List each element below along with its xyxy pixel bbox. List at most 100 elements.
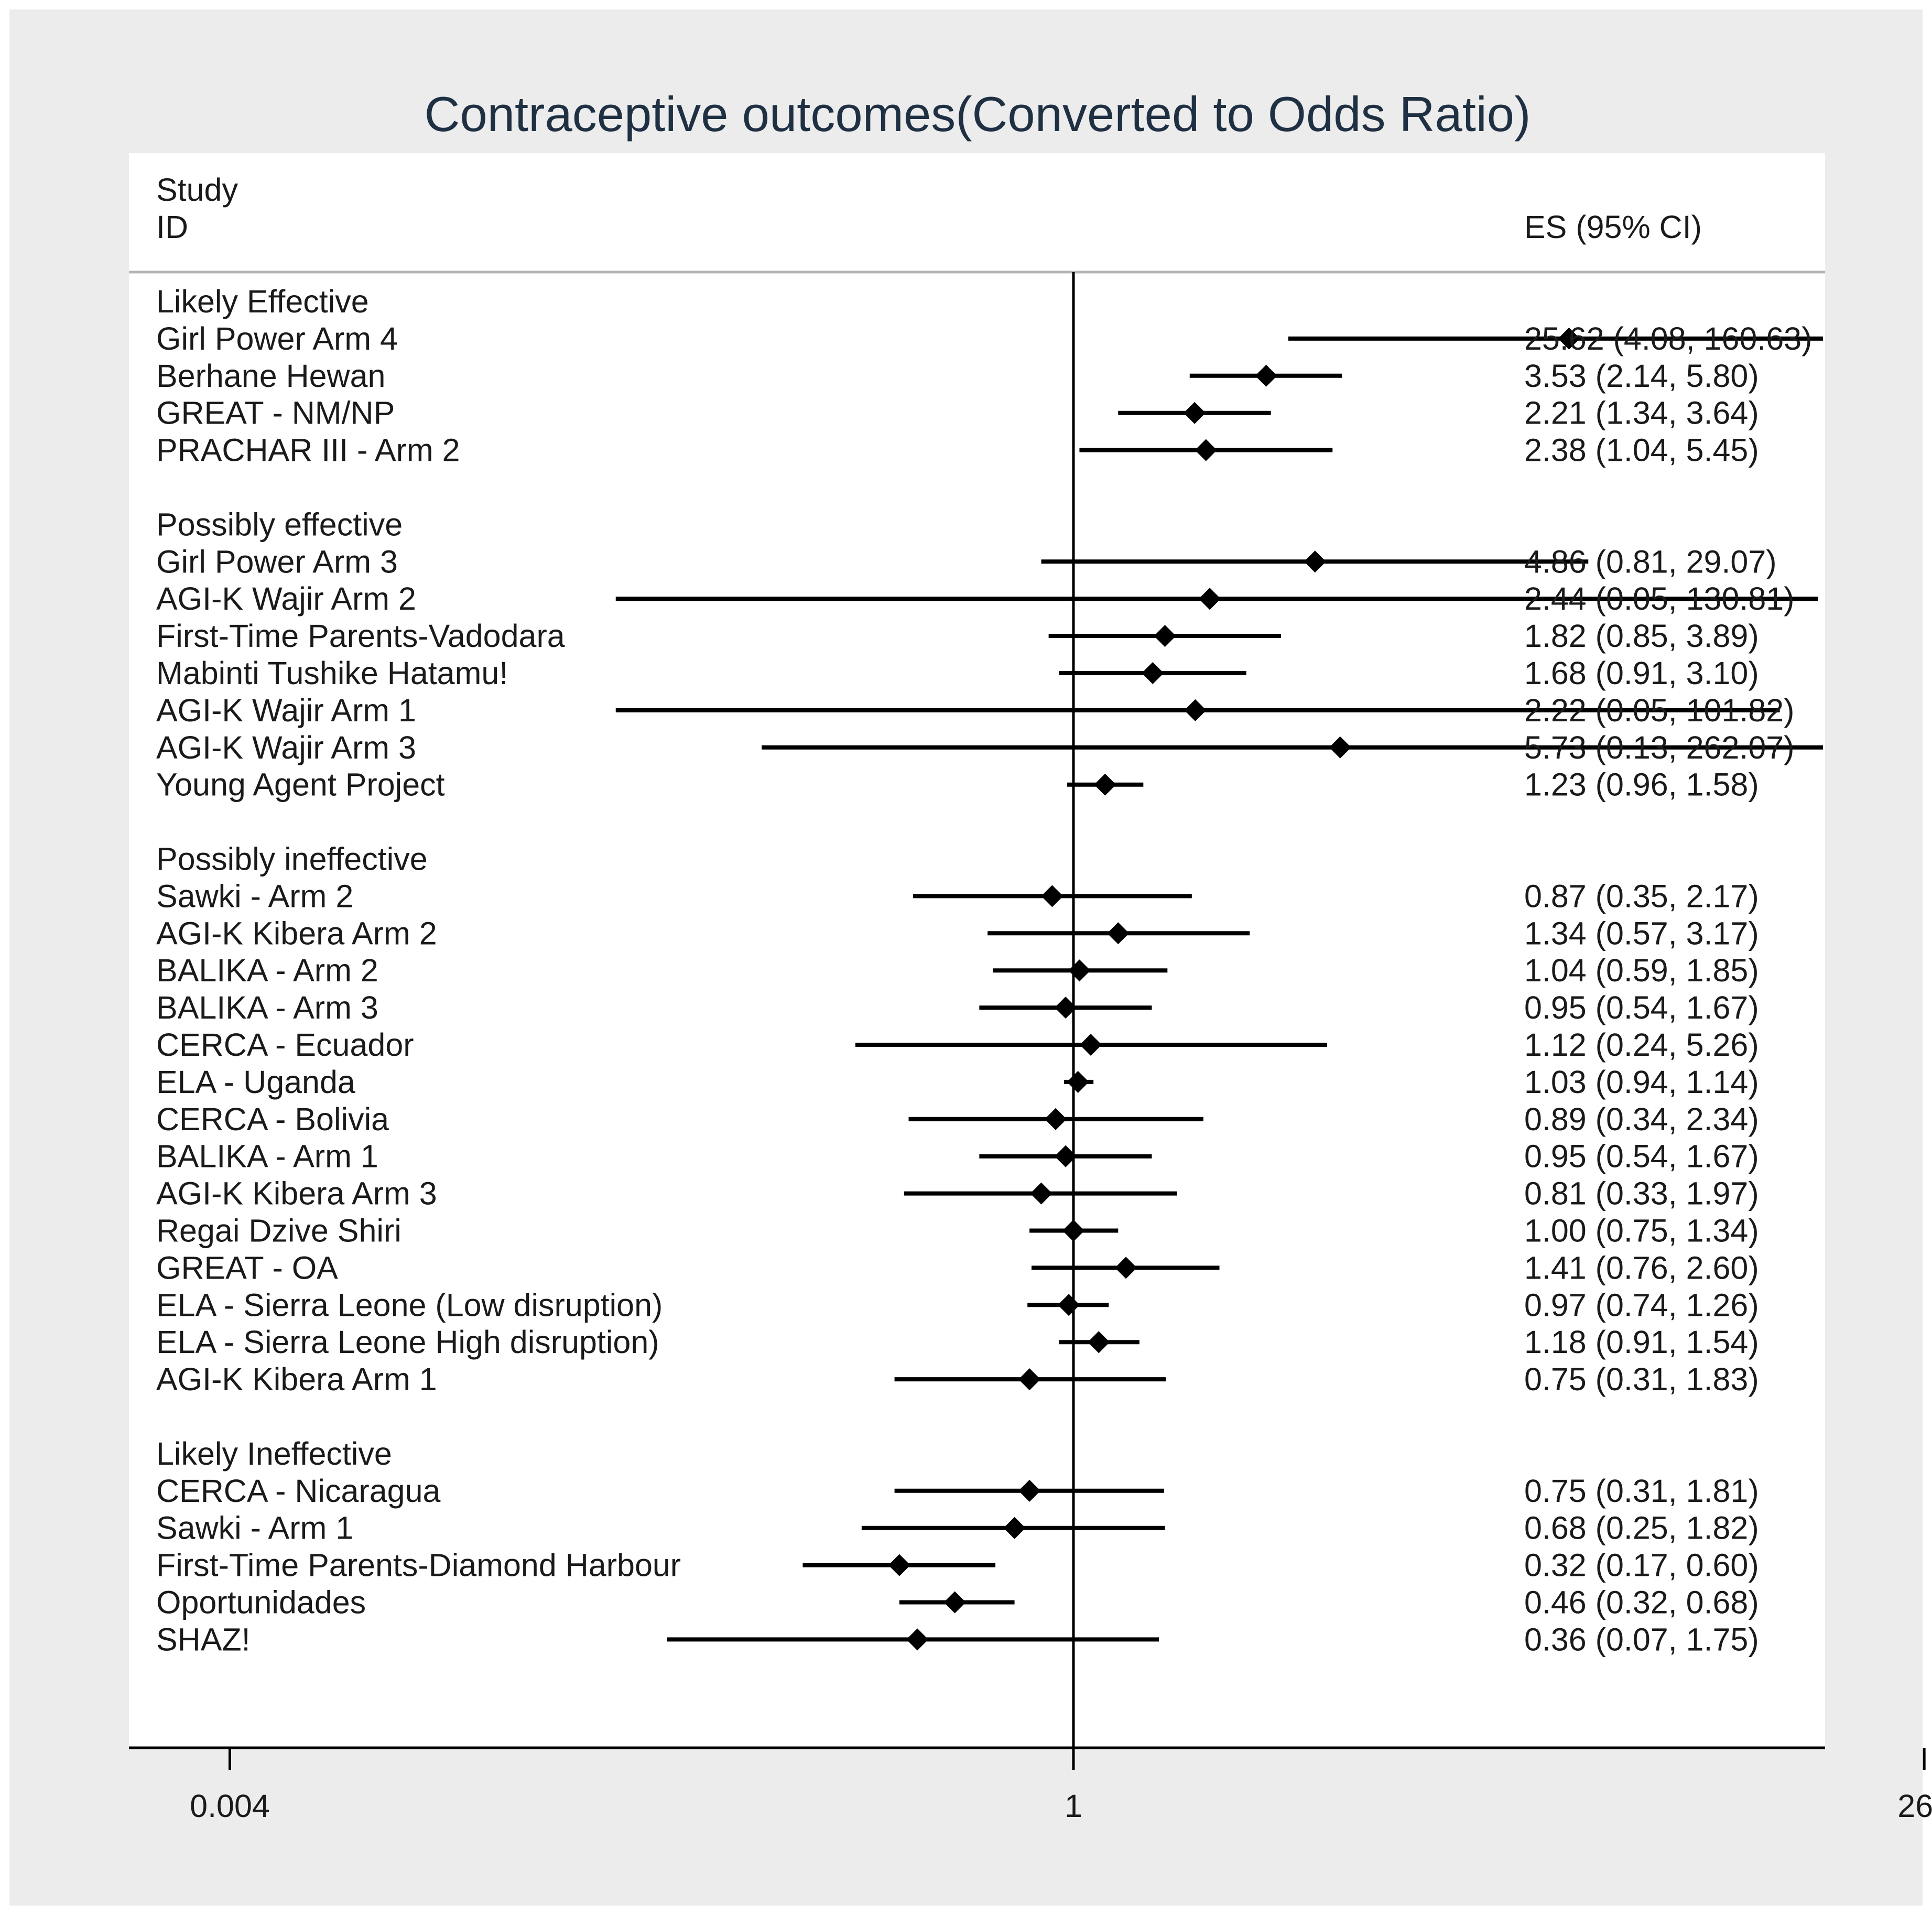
es-ci-value: 0.75 (0.31, 1.83) (1524, 1361, 1759, 1397)
study-label: CERCA - Ecuador (156, 1027, 414, 1063)
header-study: Study (156, 172, 238, 208)
effect-point (1080, 1034, 1102, 1056)
study-label: Regai Dzive Shiri (156, 1213, 401, 1249)
effect-point (1107, 922, 1130, 945)
es-ci-value: 4.86 (0.81, 29.07) (1524, 544, 1777, 579)
effect-point (1154, 625, 1176, 647)
es-ci-value: 0.97 (0.74, 1.26) (1524, 1287, 1759, 1323)
es-ci-value: 25.62 (4.08, 160.63) (1524, 321, 1812, 356)
study-label: Berhane Hewan (156, 358, 385, 394)
effect-point (1055, 997, 1077, 1019)
study-label: Sawki - Arm 1 (156, 1510, 353, 1546)
study-label: Sawki - Arm 2 (156, 878, 353, 914)
es-ci-value: 2.44 (0.05, 130.81) (1524, 581, 1795, 616)
study-label: Mabinti Tushike Hatamu! (156, 655, 508, 691)
group-heading: Possibly ineffective (156, 841, 428, 877)
study-label: AGI-K Wajir Arm 1 (156, 693, 416, 728)
study-label: Young Agent Project (156, 767, 445, 803)
study-label: ELA - Sierra Leone High disruption) (156, 1324, 659, 1360)
chart-title: Contraceptive outcomes(Converted to Odds… (425, 86, 1531, 142)
study-label: AGI-K Wajir Arm 2 (156, 581, 416, 616)
effect-point (1115, 1257, 1137, 1279)
effect-point (1304, 550, 1326, 573)
group-heading: Likely Effective (156, 284, 369, 319)
es-ci-value: 1.00 (0.75, 1.34) (1524, 1213, 1759, 1249)
effect-point (1003, 1517, 1026, 1539)
study-label: ELA - Uganda (156, 1064, 355, 1100)
study-label: BALIKA - Arm 1 (156, 1139, 378, 1174)
study-label: CERCA - Bolivia (156, 1101, 389, 1137)
effect-point (943, 1591, 966, 1614)
study-label: Girl Power Arm 4 (156, 321, 398, 356)
x-tick-label: 262 (1897, 1788, 1932, 1824)
es-ci-value: 0.68 (0.25, 1.82) (1524, 1510, 1759, 1546)
es-ci-value: 2.21 (1.34, 3.64) (1524, 395, 1759, 431)
study-label: AGI-K Wajir Arm 3 (156, 730, 416, 765)
effect-point (888, 1554, 910, 1576)
x-axis: 0.004 1 262 (129, 1746, 1932, 1824)
effect-point (1195, 439, 1217, 461)
study-label: AGI-K Kibera Arm 3 (156, 1176, 437, 1211)
effect-point (1142, 662, 1164, 684)
study-label: BALIKA - Arm 2 (156, 953, 378, 988)
effect-point (1068, 959, 1091, 982)
effect-point (1018, 1479, 1041, 1502)
effect-point (1045, 1108, 1067, 1130)
es-ci-value: 1.41 (0.76, 2.60) (1524, 1250, 1759, 1285)
plot-region (129, 153, 1825, 1748)
es-ci-value: 3.53 (2.14, 5.80) (1524, 358, 1759, 394)
study-label: GREAT - NM/NP (156, 395, 395, 431)
study-label: Girl Power Arm 3 (156, 544, 398, 579)
study-label: CERCA - Nicaragua (156, 1473, 440, 1509)
effect-point (1558, 327, 1580, 350)
effect-point (1255, 364, 1277, 387)
es-ci-value: 1.18 (0.91, 1.54) (1524, 1324, 1759, 1360)
effect-point (1067, 1070, 1089, 1093)
es-ci-value: 1.04 (0.59, 1.85) (1524, 953, 1759, 988)
effect-point (1018, 1368, 1041, 1391)
header-es-ci: ES (95% CI) (1524, 209, 1702, 245)
effect-point (1184, 699, 1207, 721)
es-ci-value: 0.36 (0.07, 1.75) (1524, 1621, 1759, 1657)
group-heading: Possibly effective (156, 506, 403, 542)
es-ci-value: 0.95 (0.54, 1.67) (1524, 990, 1759, 1025)
effect-point (906, 1628, 929, 1651)
study-label: BALIKA - Arm 3 (156, 990, 378, 1025)
study-label: PRACHAR III - Arm 2 (156, 432, 460, 468)
study-label: Oportunidades (156, 1585, 366, 1620)
study-label: First-Time Parents-Diamond Harbour (156, 1548, 681, 1583)
study-label: First-Time Parents-Vadodara (156, 618, 565, 654)
es-ci-value: 1.03 (0.94, 1.14) (1524, 1064, 1759, 1100)
es-ci-value: 0.46 (0.32, 0.68) (1524, 1585, 1759, 1620)
effect-point (1199, 588, 1221, 610)
effect-point (1041, 885, 1063, 907)
study-label: AGI-K Kibera Arm 2 (156, 915, 437, 951)
study-label: GREAT - OA (156, 1250, 338, 1285)
x-tick-label: 1 (1065, 1788, 1082, 1824)
group-heading: Likely Ineffective (156, 1436, 392, 1472)
header-id: ID (156, 209, 188, 245)
es-ci-value: 2.22 (0.05, 101.82) (1524, 693, 1795, 728)
es-ci-value: 1.12 (0.24, 5.26) (1524, 1027, 1759, 1063)
es-ci-value: 0.89 (0.34, 2.34) (1524, 1101, 1759, 1137)
es-ci-value: 2.38 (1.04, 5.45) (1524, 432, 1759, 468)
es-ci-value: 5.73 (0.13, 262.07) (1524, 730, 1795, 765)
study-label: AGI-K Kibera Arm 1 (156, 1361, 437, 1397)
study-label: SHAZ! (156, 1621, 251, 1657)
effect-point (1184, 402, 1206, 424)
es-ci-value: 0.81 (0.33, 1.97) (1524, 1176, 1759, 1211)
study-label: ELA - Sierra Leone (Low disruption) (156, 1287, 663, 1323)
effect-point (1055, 1145, 1077, 1167)
effect-point (1062, 1219, 1084, 1242)
es-ci-value: 1.82 (0.85, 3.89) (1524, 618, 1759, 654)
es-ci-value: 1.34 (0.57, 3.17) (1524, 915, 1759, 951)
effect-point (1088, 1331, 1110, 1354)
es-ci-value: 0.75 (0.31, 1.81) (1524, 1473, 1759, 1509)
effect-point (1094, 773, 1116, 796)
es-ci-value: 1.68 (0.91, 3.10) (1524, 655, 1759, 691)
effect-point (1030, 1182, 1052, 1205)
es-ci-value: 0.32 (0.17, 0.60) (1524, 1548, 1759, 1583)
effect-point (1329, 736, 1351, 759)
